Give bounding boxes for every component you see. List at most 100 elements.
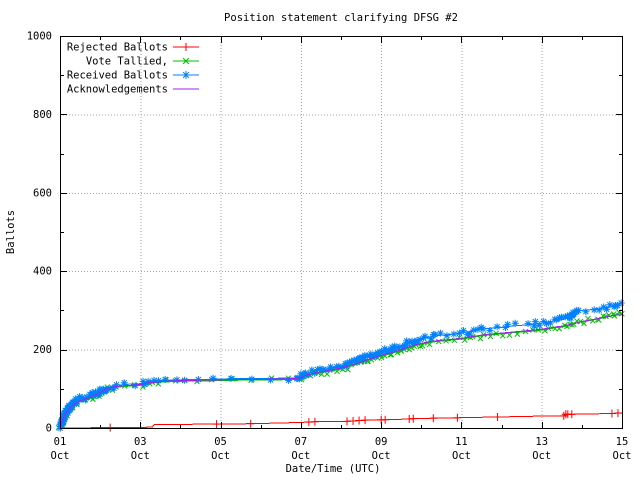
cross-marker xyxy=(426,341,433,348)
star-marker xyxy=(450,330,458,338)
star-marker xyxy=(486,326,494,334)
star-marker xyxy=(131,382,139,390)
star-marker xyxy=(493,323,501,331)
star-marker xyxy=(387,346,395,354)
x-tick-label-day: 11 xyxy=(455,436,468,448)
y-tick-label: 1000 xyxy=(27,31,52,43)
star-marker xyxy=(78,393,86,401)
cross-marker xyxy=(487,333,494,340)
plus-marker xyxy=(246,419,255,428)
star-marker xyxy=(361,351,369,359)
y-tick-label: 200 xyxy=(33,344,52,356)
star-marker xyxy=(350,356,358,364)
star-marker xyxy=(67,402,75,410)
chart-title: Position statement clarifying DFSG #2 xyxy=(224,12,458,24)
star-marker xyxy=(558,313,566,321)
legend-sample-received-ballots xyxy=(173,71,199,79)
cross-marker xyxy=(443,337,449,344)
star-marker xyxy=(406,338,414,346)
x-tick-label-day: 03 xyxy=(134,436,147,448)
x-tick-label-month: Oct xyxy=(532,450,551,462)
star-marker xyxy=(367,353,375,361)
star-marker xyxy=(104,385,112,393)
cross-marker xyxy=(618,310,625,317)
star-marker xyxy=(83,393,91,401)
star-marker xyxy=(144,377,152,385)
legend-label-rejected-ballots: Rejected Ballots xyxy=(67,42,168,54)
x-tick-label-month: Oct xyxy=(131,450,150,462)
star-marker xyxy=(314,366,322,374)
plus-marker xyxy=(182,43,190,51)
series-acknowledgements-line xyxy=(59,314,623,429)
star-marker xyxy=(535,321,543,329)
star-marker xyxy=(542,320,550,328)
star-marker xyxy=(92,388,100,396)
star-marker xyxy=(66,406,74,414)
x-axis-label: Date/Time (UTC) xyxy=(286,463,381,475)
grid-lines xyxy=(60,36,622,428)
cross-marker xyxy=(514,331,521,337)
star-marker xyxy=(617,299,625,307)
plot-border-and-ticks xyxy=(60,36,623,429)
star-marker xyxy=(456,329,464,337)
star-marker xyxy=(459,327,467,335)
plus-marker xyxy=(361,416,370,425)
star-marker xyxy=(377,349,385,357)
star-marker xyxy=(595,306,603,314)
star-marker xyxy=(436,329,444,337)
cross-marker xyxy=(324,371,331,377)
cross-marker xyxy=(419,342,426,349)
star-marker xyxy=(327,365,335,373)
star-marker xyxy=(531,318,539,326)
star-marker xyxy=(161,375,169,383)
cross-marker xyxy=(461,337,468,344)
plus-marker xyxy=(212,420,221,429)
star-marker xyxy=(403,337,411,345)
star-marker xyxy=(343,359,351,367)
plus-marker xyxy=(567,410,576,419)
star-marker xyxy=(327,363,335,371)
star-marker xyxy=(352,355,360,363)
star-marker xyxy=(360,356,368,364)
plus-marker xyxy=(310,417,319,426)
x-tick-label-day: 07 xyxy=(295,436,308,448)
plus-marker xyxy=(613,409,622,418)
series-acknowledgements xyxy=(59,314,623,429)
star-marker xyxy=(182,71,190,79)
x-tick-label-day: 01 xyxy=(54,436,67,448)
star-marker xyxy=(335,362,343,370)
star-marker xyxy=(267,376,275,384)
star-marker xyxy=(614,302,622,310)
star-marker xyxy=(427,335,435,343)
y-tick-label: 400 xyxy=(33,266,52,278)
star-marker xyxy=(524,320,532,328)
star-marker xyxy=(603,305,611,313)
x-tick-label-day: 15 xyxy=(616,436,629,448)
y-tick-label: 800 xyxy=(33,109,52,121)
plus-marker xyxy=(106,423,115,432)
plus-marker xyxy=(381,415,390,424)
x-tick-label-day: 09 xyxy=(375,436,388,448)
star-marker xyxy=(402,341,410,349)
star-marker xyxy=(546,319,554,327)
plus-marker xyxy=(559,411,568,420)
y-tick-label: 600 xyxy=(33,187,52,199)
star-marker xyxy=(396,343,404,351)
star-marker xyxy=(443,332,451,340)
star-marker xyxy=(110,384,118,392)
star-marker xyxy=(421,332,429,340)
star-marker xyxy=(431,331,439,339)
x-tick-label-month: Oct xyxy=(51,450,70,462)
star-marker xyxy=(346,358,354,366)
plus-marker xyxy=(493,413,502,422)
star-marker xyxy=(120,379,128,387)
star-marker xyxy=(298,373,306,381)
star-marker xyxy=(606,301,614,309)
plus-marker xyxy=(453,413,462,422)
cross-marker xyxy=(506,332,513,339)
star-marker xyxy=(209,374,217,382)
legend-sample-vote-tallied xyxy=(173,57,199,65)
star-marker xyxy=(72,395,80,403)
